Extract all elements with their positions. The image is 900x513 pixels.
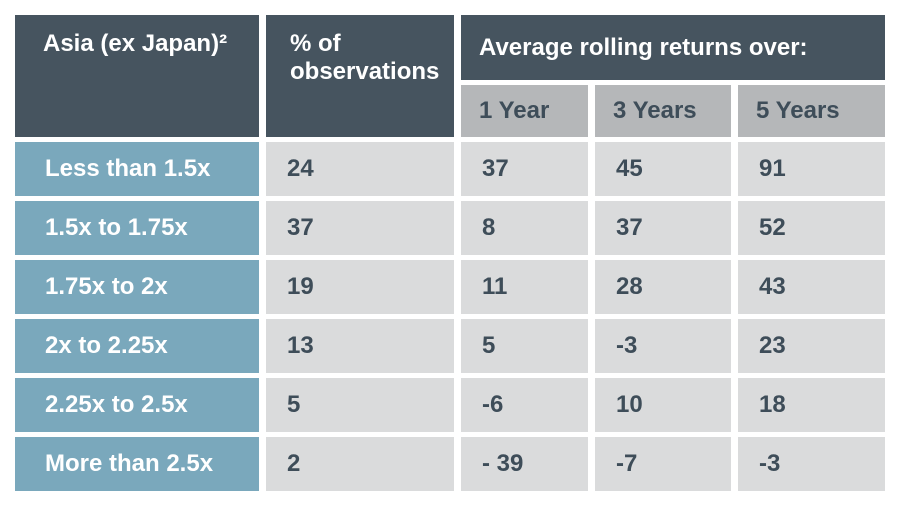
row-label: Less than 1.5x xyxy=(15,142,259,196)
cell-value: 11 xyxy=(482,273,508,301)
cell-value: 18 xyxy=(759,391,786,419)
cell-3-years: -7 xyxy=(595,437,731,491)
row-label: 2x to 2.25x xyxy=(15,319,259,373)
cell-value: 28 xyxy=(616,273,643,301)
cell-5-years: 91 xyxy=(738,142,885,196)
cell-pct: 24 xyxy=(266,142,454,196)
cell-value: 23 xyxy=(759,332,786,360)
cell-5-years: 23 xyxy=(738,319,885,373)
cell-3-years: 28 xyxy=(595,260,731,314)
row-label-text: 2x to 2.25x xyxy=(45,332,168,360)
header-category: Asia (ex Japan)² xyxy=(15,15,259,137)
cell-1-year: 37 xyxy=(461,142,588,196)
cell-value: 52 xyxy=(759,214,786,242)
cell-value: 37 xyxy=(287,214,314,242)
header-observations-label: % of observations xyxy=(290,30,440,85)
subheader-3-years-label: 3 Years xyxy=(613,97,697,125)
cell-value: -3 xyxy=(759,450,781,478)
cell-value: 13 xyxy=(287,332,314,360)
cell-value: 91 xyxy=(759,155,786,183)
cell-value: 10 xyxy=(616,391,643,419)
cell-pct: 13 xyxy=(266,319,454,373)
cell-value: - 39 xyxy=(482,450,524,478)
subheader-1-year-label: 1 Year xyxy=(479,97,550,125)
row-label: More than 2.5x xyxy=(15,437,259,491)
cell-value: -3 xyxy=(616,332,638,360)
row-label-text: 1.5x to 1.75x xyxy=(45,214,188,242)
cell-value: 24 xyxy=(287,155,314,183)
cell-5-years: 43 xyxy=(738,260,885,314)
cell-3-years: 10 xyxy=(595,378,731,432)
row-label: 1.75x to 2x xyxy=(15,260,259,314)
cell-value: 5 xyxy=(482,332,496,360)
cell-value: 2 xyxy=(287,450,301,478)
subheader-3-years: 3 Years xyxy=(595,85,731,137)
cell-1-year: 5 xyxy=(461,319,588,373)
cell-value: 8 xyxy=(482,214,496,242)
cell-pct: 2 xyxy=(266,437,454,491)
cell-5-years: -3 xyxy=(738,437,885,491)
row-label-text: Less than 1.5x xyxy=(45,155,211,183)
row-label-text: 2.25x to 2.5x xyxy=(45,391,188,419)
row-label-text: 1.75x to 2x xyxy=(45,273,168,301)
cell-value: -6 xyxy=(482,391,504,419)
subheader-5-years: 5 Years xyxy=(738,85,885,137)
cell-3-years: 45 xyxy=(595,142,731,196)
cell-1-year: 11 xyxy=(461,260,588,314)
cell-5-years: 18 xyxy=(738,378,885,432)
cell-value: 43 xyxy=(759,273,786,301)
cell-value: -7 xyxy=(616,450,638,478)
cell-3-years: 37 xyxy=(595,201,731,255)
cell-5-years: 52 xyxy=(738,201,885,255)
cell-3-years: -3 xyxy=(595,319,731,373)
cell-1-year: -6 xyxy=(461,378,588,432)
header-group: Average rolling returns over: xyxy=(461,15,885,80)
cell-value: 37 xyxy=(482,155,509,183)
subheader-5-years-label: 5 Years xyxy=(756,97,840,125)
row-label-text: More than 2.5x xyxy=(45,450,214,478)
cell-value: 45 xyxy=(616,155,643,183)
row-label: 2.25x to 2.5x xyxy=(15,378,259,432)
cell-pct: 5 xyxy=(266,378,454,432)
cell-value: 5 xyxy=(287,391,301,419)
cell-pct: 37 xyxy=(266,201,454,255)
header-category-label: Asia (ex Japan)² xyxy=(43,30,228,57)
subheader-1-year: 1 Year xyxy=(461,85,588,137)
rolling-returns-table: Asia (ex Japan)² % of observations Avera… xyxy=(15,15,885,491)
cell-pct: 19 xyxy=(266,260,454,314)
cell-value: 37 xyxy=(616,214,643,242)
header-group-label: Average rolling returns over: xyxy=(479,33,808,61)
cell-value: 19 xyxy=(287,273,314,301)
cell-1-year: - 39 xyxy=(461,437,588,491)
row-label: 1.5x to 1.75x xyxy=(15,201,259,255)
header-observations: % of observations xyxy=(266,15,454,137)
cell-1-year: 8 xyxy=(461,201,588,255)
